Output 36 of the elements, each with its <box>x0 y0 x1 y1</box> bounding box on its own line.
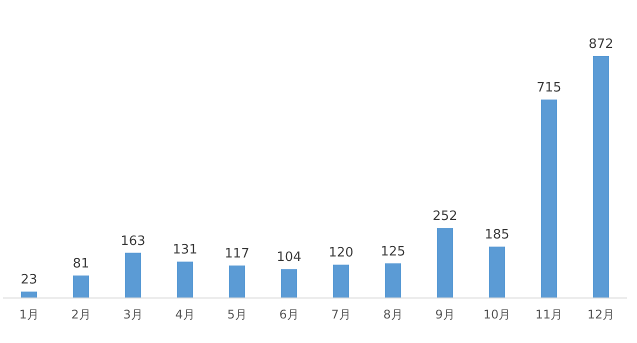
x-tick-label: 1月 <box>19 308 39 322</box>
bar <box>436 228 454 298</box>
data-label: 125 <box>380 244 406 260</box>
bar <box>488 246 506 298</box>
data-label: 104 <box>276 250 302 266</box>
bar <box>332 264 350 298</box>
data-label: 81 <box>72 256 90 272</box>
x-tick-label: 6月 <box>279 308 299 322</box>
bar <box>384 263 402 298</box>
data-label: 163 <box>120 234 146 249</box>
x-tick-label: 7月 <box>331 308 351 322</box>
bar <box>72 276 90 298</box>
bar <box>280 269 298 298</box>
bar <box>124 252 142 298</box>
data-label: 131 <box>172 242 198 258</box>
x-tick-label: 12月 <box>587 308 615 322</box>
x-tick-label: 3月 <box>123 308 143 322</box>
data-label: 117 <box>224 246 250 262</box>
bar <box>540 100 558 298</box>
data-label: 120 <box>328 246 354 261</box>
data-label: 185 <box>484 228 510 243</box>
x-tick-label: 5月 <box>227 308 247 322</box>
bar <box>176 262 194 298</box>
x-tick-label: 9月 <box>435 308 455 322</box>
data-label: 252 <box>432 209 458 224</box>
data-label: 715 <box>536 80 562 96</box>
x-tick-label: 2月 <box>71 308 91 322</box>
x-tick-label: 8月 <box>383 308 403 322</box>
x-tick-label: 10月 <box>483 308 511 322</box>
bar <box>592 56 610 298</box>
x-tick-label: 4月 <box>175 308 195 322</box>
data-label: 23 <box>20 272 38 288</box>
data-label: 872 <box>588 37 614 52</box>
bar <box>20 292 38 298</box>
bar <box>228 266 246 298</box>
x-tick-label: 11月 <box>535 308 563 322</box>
